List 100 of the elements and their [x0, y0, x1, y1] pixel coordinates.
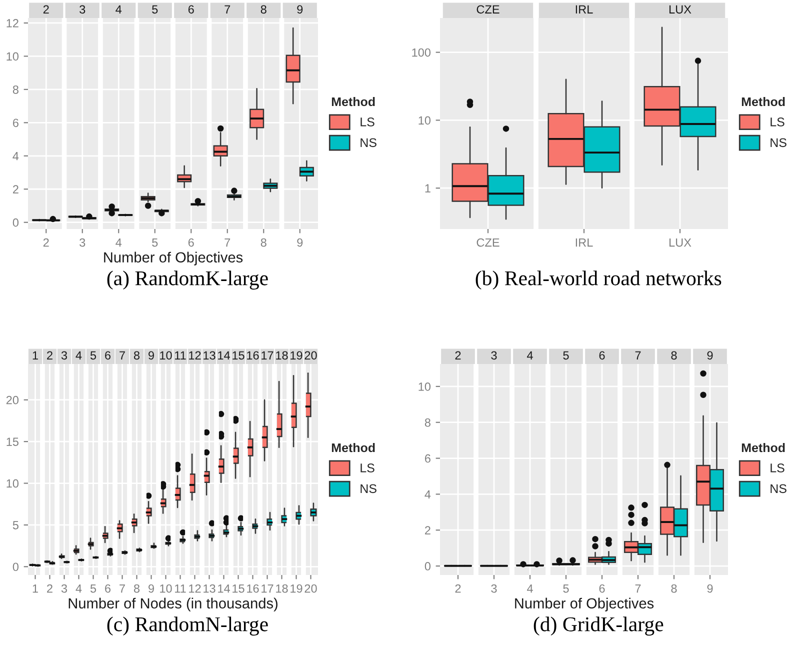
category-label: CZE: [476, 238, 500, 247]
x-axis-title: Number of Nodes (in thousands): [68, 598, 278, 612]
y-tick-label: 4: [424, 490, 431, 498]
y-tick-label: 1: [425, 184, 430, 192]
category-label: 5: [563, 584, 569, 593]
y-tick-label: 20: [6, 396, 19, 404]
x-tick-label: 5: [152, 5, 158, 14]
x-tick-label: CZE: [476, 5, 500, 14]
x-tick-label: 20: [304, 351, 317, 360]
y-tick-label: 2: [425, 526, 430, 534]
y-tick-label: 100: [412, 48, 431, 57]
category-label: 19: [290, 584, 302, 593]
x-tick-label: 8: [260, 5, 266, 14]
y-tick-label: 10: [418, 382, 431, 391]
legend-label: LS: [770, 118, 784, 126]
text: (d) GridK-large: [534, 616, 664, 636]
y-tick-label: 10: [418, 116, 431, 125]
y-tick-label: 12: [6, 19, 18, 28]
category-label: 5: [90, 584, 96, 593]
legend-label: LS: [360, 118, 374, 126]
category-label: 15: [232, 584, 244, 593]
category-label: 4: [526, 584, 533, 593]
category-label: 3: [61, 584, 68, 593]
category-label: 10: [160, 584, 172, 593]
y-tick-label: 0: [424, 562, 431, 570]
category-label: 9: [148, 584, 154, 593]
x-tick-label: 19: [290, 351, 302, 360]
x-tick-label: 12: [189, 351, 201, 360]
x-tick-label: 14: [218, 351, 230, 360]
y-tick-label: 6: [13, 118, 18, 128]
x-tick-label: 15: [232, 351, 244, 360]
category-label: 9: [297, 238, 303, 247]
category-label: 3: [491, 584, 497, 593]
y-tick-label: 10: [6, 479, 19, 488]
text: (a) RandomK-large: [107, 270, 268, 290]
category-label: 20: [304, 584, 317, 593]
legend-label: NS: [360, 138, 376, 148]
y-tick-label: 2: [13, 185, 18, 194]
x-tick-label: 7: [120, 351, 125, 360]
category-label: 8: [260, 238, 266, 247]
legend-title: Method: [332, 442, 375, 452]
category-label: 7: [224, 238, 230, 247]
x-tick-label: 1: [32, 351, 38, 360]
category-label: 18: [276, 584, 288, 593]
category-label: LUX: [669, 238, 692, 247]
x-tick-label: 2: [43, 5, 49, 14]
x-tick-label: 13: [204, 351, 216, 360]
x-tick-label: 9: [148, 351, 154, 360]
x-tick-label: 3: [61, 351, 68, 360]
x-tick-label: 9: [297, 5, 303, 14]
x-tick-label: 8: [671, 351, 677, 360]
legend-title: Method: [742, 442, 785, 452]
category-label: 5: [152, 238, 158, 247]
category-label: IRL: [576, 238, 593, 247]
x-tick-label: 7: [635, 351, 641, 360]
category-label: 2: [43, 238, 49, 247]
x-tick-label: IRL: [576, 5, 593, 14]
x-tick-label: 2: [47, 351, 52, 360]
x-tick-label: 4: [116, 5, 122, 14]
category-label: 12: [189, 584, 201, 593]
legend-label: NS: [360, 484, 376, 494]
x-tick-label: LUX: [669, 5, 692, 14]
category-label: 13: [204, 584, 216, 593]
x-tick-label: 18: [276, 351, 288, 360]
category-label: 7: [120, 584, 125, 593]
legend-label: NS: [770, 484, 786, 494]
y-tick-label: 10: [6, 52, 19, 61]
text: (b) Real-world road networks: [476, 270, 722, 290]
category-label: 6: [599, 584, 605, 593]
category-label: 14: [218, 584, 230, 593]
x-tick-label: 10: [160, 351, 172, 360]
x-tick-label: 17: [262, 351, 274, 360]
category-label: 6: [105, 584, 111, 593]
y-tick-label: 8: [12, 85, 18, 94]
category-label: 6: [188, 238, 194, 247]
category-label: 11: [175, 584, 186, 593]
x-tick-label: 6: [105, 351, 111, 360]
category-label: 4: [76, 584, 82, 593]
category-label: 2: [455, 584, 461, 593]
x-tick-label: 11: [175, 351, 186, 360]
text: (c) RandomN-large: [107, 616, 268, 636]
x-tick-label: 16: [247, 351, 259, 360]
y-tick-label: 5: [12, 521, 18, 530]
y-tick-label: 4: [12, 152, 19, 160]
x-tick-label: 5: [563, 351, 569, 360]
category-label: 9: [707, 584, 713, 593]
x-tick-label: 3: [80, 5, 86, 14]
category-label: 7: [635, 584, 641, 593]
category-label: 17: [262, 584, 274, 593]
x-tick-label: 7: [224, 5, 230, 14]
legend-title: Method: [742, 96, 785, 106]
legend-label: LS: [360, 464, 374, 472]
x-tick-label: 8: [134, 351, 140, 360]
x-axis-title: Number of Objectives: [515, 598, 654, 612]
x-tick-label: 9: [707, 351, 713, 360]
category-label: 4: [116, 238, 122, 247]
x-tick-label: 4: [526, 351, 533, 360]
legend-label: NS: [770, 138, 786, 148]
y-tick-label: 0: [12, 218, 19, 227]
y-tick-label: 15: [6, 438, 18, 446]
